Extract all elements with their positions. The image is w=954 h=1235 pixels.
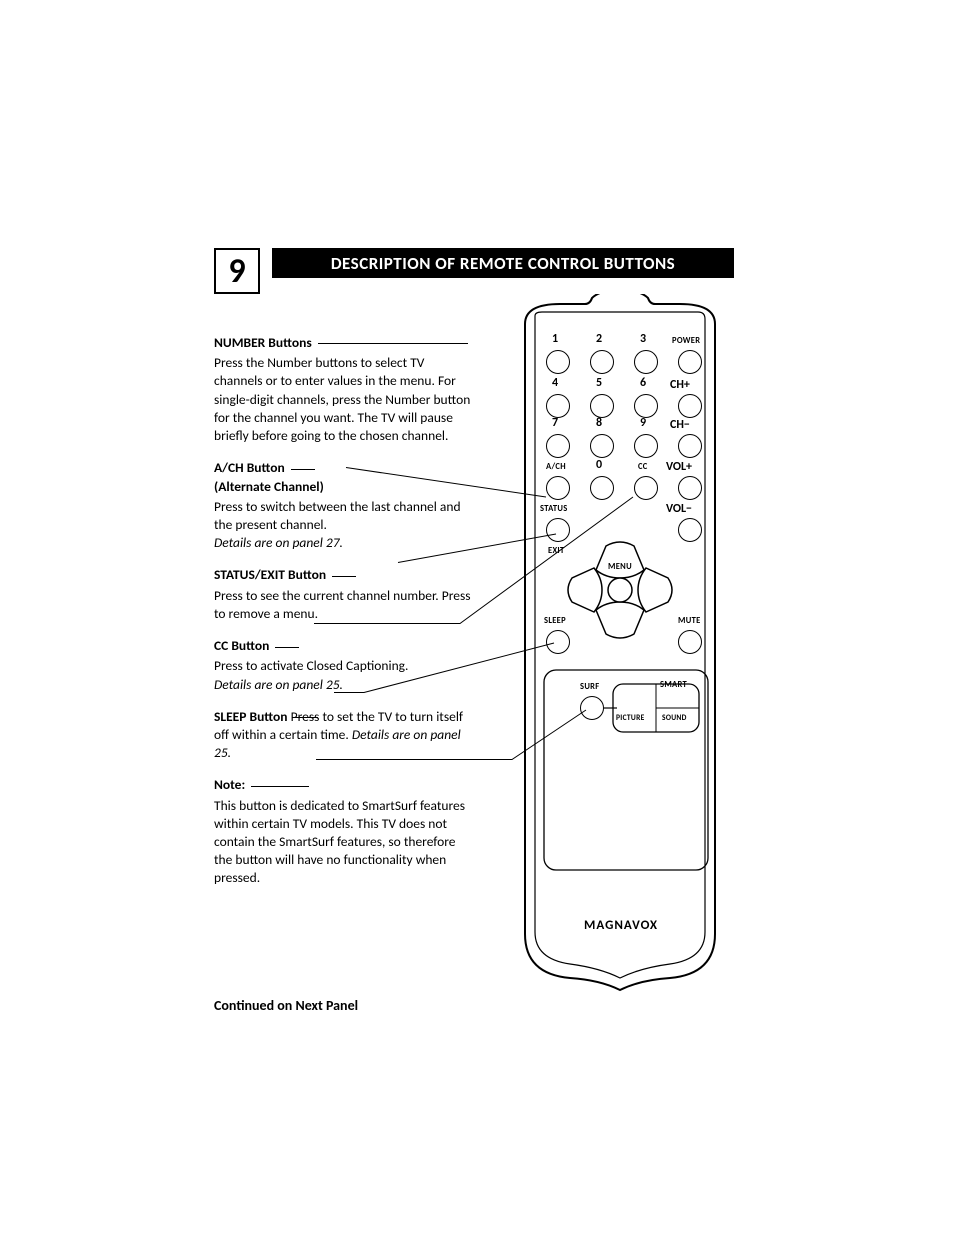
- leader-lines: [0, 0, 954, 1235]
